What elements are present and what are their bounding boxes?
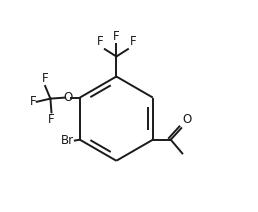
Text: Br: Br xyxy=(60,134,74,147)
Text: F: F xyxy=(29,95,36,108)
Text: F: F xyxy=(96,35,103,48)
Text: O: O xyxy=(64,91,73,104)
Text: F: F xyxy=(130,35,136,48)
Text: F: F xyxy=(48,113,55,126)
Text: O: O xyxy=(182,113,192,126)
Text: F: F xyxy=(113,30,120,43)
Text: F: F xyxy=(42,72,49,85)
